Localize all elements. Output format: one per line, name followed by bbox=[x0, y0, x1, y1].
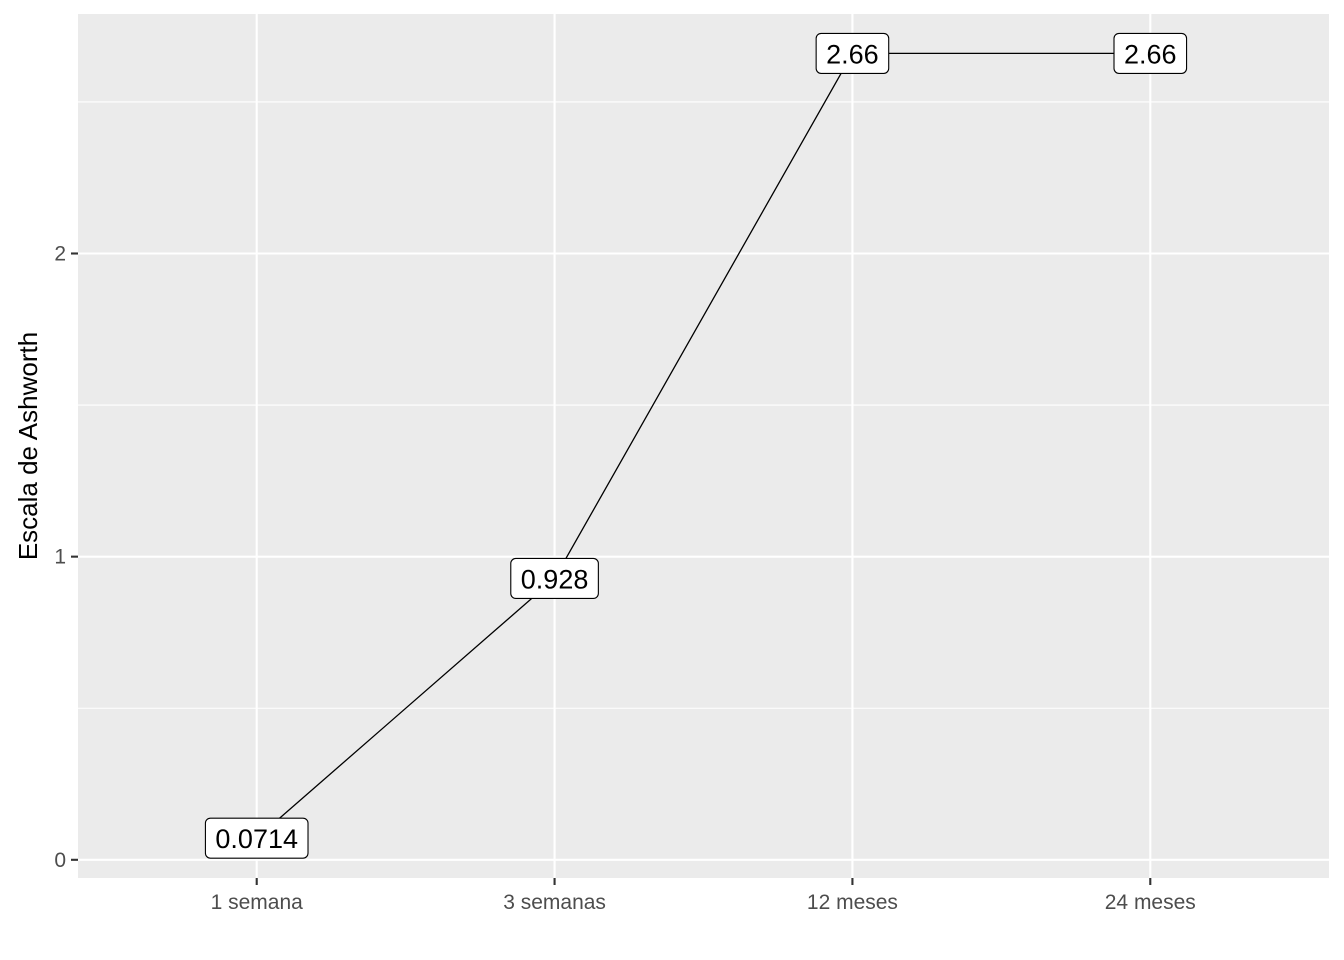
y-tick-label: 2 bbox=[54, 242, 66, 265]
data-labels: 0.0714 0.928 2.66 2.66 bbox=[204, 32, 1188, 859]
data-label-text: 2.66 bbox=[1124, 39, 1177, 69]
data-label-text: 2.66 bbox=[826, 39, 879, 69]
data-label: 0.928 bbox=[510, 557, 599, 600]
grid-lines bbox=[78, 14, 1329, 878]
data-label: 0.0714 bbox=[204, 817, 309, 859]
y-axis-title: Escala de Ashworth bbox=[13, 332, 43, 560]
x-tick-label: 24 meses bbox=[1105, 891, 1196, 914]
data-label-box bbox=[510, 557, 599, 600]
axes: 0 1 2 1 semana 3 semanas 12 meses 24 meses bbox=[54, 242, 1195, 914]
x-tick-label: 3 semanas bbox=[503, 891, 606, 914]
x-tick-label: 1 semana bbox=[211, 891, 304, 914]
series-line bbox=[256, 52, 1151, 839]
data-label: 2.66 bbox=[1113, 32, 1188, 74]
data-label-box bbox=[1113, 32, 1188, 74]
series bbox=[256, 52, 1151, 839]
y-tick-label: 1 bbox=[54, 546, 66, 569]
data-label-box bbox=[815, 32, 890, 74]
x-tick-label: 12 meses bbox=[807, 891, 898, 914]
plot-panel bbox=[78, 14, 1329, 878]
data-label-text: 0.0714 bbox=[215, 824, 298, 854]
data-label-text: 0.928 bbox=[521, 564, 589, 594]
data-label: 2.66 bbox=[815, 32, 890, 74]
data-label-box bbox=[204, 817, 309, 859]
y-tick-label: 0 bbox=[54, 849, 66, 872]
